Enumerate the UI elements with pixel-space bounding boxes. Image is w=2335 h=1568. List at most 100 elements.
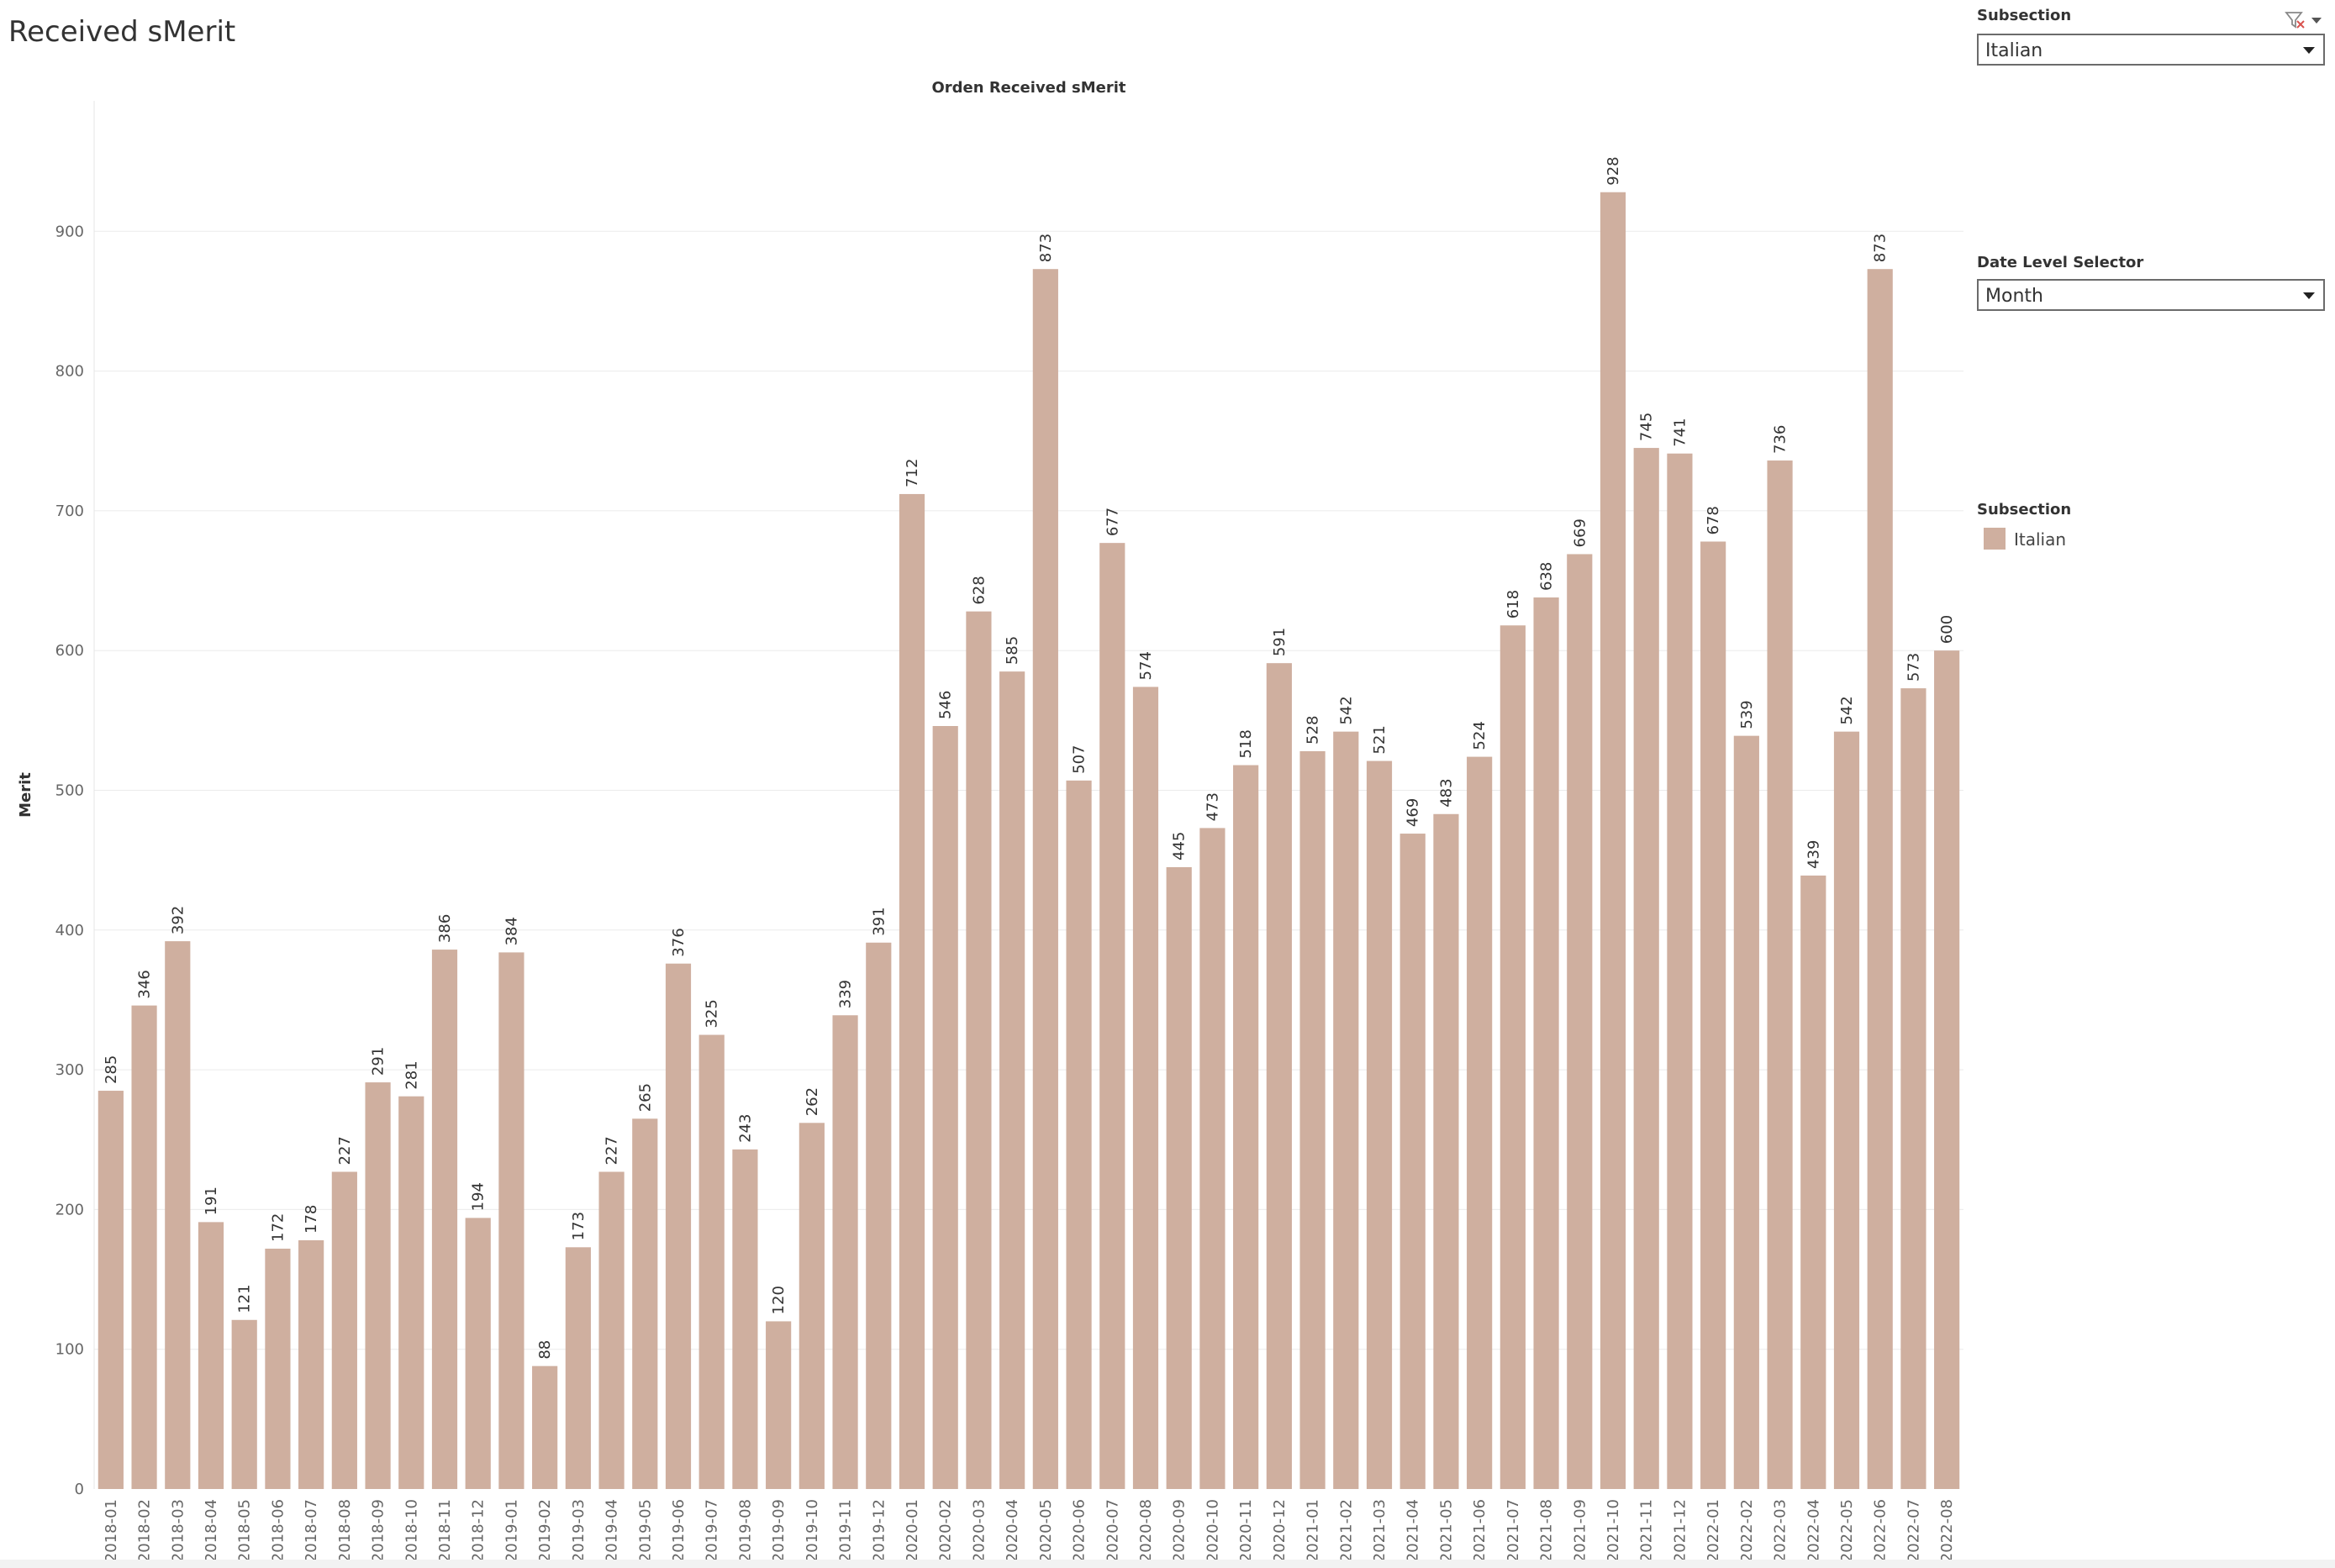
x-tick-label: 2021-02 <box>1337 1499 1355 1562</box>
color-legend: Subsection Italian <box>1977 501 2330 560</box>
date-level-dropdown[interactable]: Month <box>1977 279 2325 311</box>
bar-2020-12[interactable] <box>1266 663 1292 1489</box>
x-tick-label: 2019-07 <box>704 1499 721 1562</box>
data-label: 507 <box>1071 745 1088 773</box>
bar-2020-04[interactable] <box>999 671 1025 1489</box>
x-tick-label: 2020-04 <box>1004 1499 1021 1562</box>
bar-2018-09[interactable] <box>365 1082 391 1489</box>
bar-2021-04[interactable] <box>1399 834 1426 1489</box>
bar-2019-07[interactable] <box>698 1034 725 1489</box>
data-label: 227 <box>604 1136 621 1165</box>
bar-2022-01[interactable] <box>1700 541 1726 1489</box>
bar-2021-01[interactable] <box>1299 750 1326 1489</box>
bar-2022-04[interactable] <box>1800 875 1826 1489</box>
bar-2019-08[interactable] <box>732 1149 758 1489</box>
data-label: 469 <box>1405 798 1422 827</box>
bar-2018-11[interactable] <box>431 950 458 1489</box>
bar-2019-10[interactable] <box>799 1123 825 1489</box>
bar-2020-01[interactable] <box>899 493 925 1489</box>
dropdown-arrow-icon <box>2303 292 2315 299</box>
data-label: 745 <box>1638 413 1656 441</box>
bar-2019-04[interactable] <box>598 1171 625 1489</box>
data-labels: 285 346 392 191 121 172 178 227 291 281 386 194 384 8… <box>103 156 1956 1359</box>
bar-2022-07[interactable] <box>1900 688 1927 1489</box>
bar-2021-06[interactable] <box>1467 756 1493 1489</box>
bar-2020-08[interactable] <box>1132 687 1159 1489</box>
bar-2022-06[interactable] <box>1867 269 1893 1490</box>
x-tick-label: 2018-05 <box>236 1499 254 1562</box>
bar-2018-08[interactable] <box>331 1171 357 1489</box>
bar-2020-09[interactable] <box>1166 866 1192 1489</box>
data-label: 265 <box>636 1083 654 1112</box>
data-label: 741 <box>1671 418 1689 446</box>
bar-2019-06[interactable] <box>665 963 692 1489</box>
bar-2021-02[interactable] <box>1333 731 1359 1489</box>
bar-2021-11[interactable] <box>1633 448 1659 1490</box>
y-tick-label: 400 <box>55 922 84 939</box>
bar-2021-08[interactable] <box>1533 597 1559 1489</box>
bar-2018-02[interactable] <box>131 1005 157 1489</box>
bar-2020-02[interactable] <box>932 726 958 1489</box>
bar-2022-05[interactable] <box>1833 731 1860 1489</box>
bar-2021-07[interactable] <box>1500 625 1526 1489</box>
bar-2018-03[interactable] <box>165 941 191 1489</box>
bar-2018-07[interactable] <box>298 1239 324 1489</box>
bar-2021-10[interactable] <box>1600 192 1626 1490</box>
bar-2018-10[interactable] <box>398 1096 424 1489</box>
x-tick-label: 2021-01 <box>1305 1499 1322 1562</box>
bar-2019-11[interactable] <box>832 1015 858 1489</box>
subsection-dropdown[interactable]: Italian <box>1977 34 2325 66</box>
x-tick-label: 2018-03 <box>169 1499 187 1562</box>
bar-2022-03[interactable] <box>1767 460 1793 1489</box>
bar-2018-06[interactable] <box>265 1248 291 1489</box>
bar-2019-02[interactable] <box>532 1365 558 1489</box>
bar-2020-07[interactable] <box>1099 543 1125 1490</box>
bar-2021-03[interactable] <box>1366 760 1393 1489</box>
legend-item-label: Italian <box>2014 529 2067 550</box>
x-tick-label: 2019-01 <box>503 1499 520 1562</box>
bar-2021-12[interactable] <box>1667 453 1693 1489</box>
filter-clear-icon[interactable] <box>2285 12 2305 29</box>
filter-controls <box>2283 10 2325 30</box>
x-tick-label: 2018-01 <box>103 1499 120 1562</box>
bar-2019-12[interactable] <box>866 942 892 1489</box>
bar-2022-02[interactable] <box>1733 735 1759 1489</box>
x-tick-label: 2019-08 <box>736 1499 754 1562</box>
bar-2020-05[interactable] <box>1032 269 1058 1490</box>
data-label: 542 <box>1337 696 1355 724</box>
x-tick-label: 2018-11 <box>436 1499 454 1562</box>
bar-2020-03[interactable] <box>966 611 992 1489</box>
data-label: 262 <box>804 1087 821 1116</box>
bar-2020-10[interactable] <box>1199 828 1225 1489</box>
x-tick-label: 2020-11 <box>1237 1499 1255 1562</box>
data-label: 628 <box>970 576 988 604</box>
data-label: 325 <box>704 999 721 1028</box>
bar-2018-01[interactable] <box>98 1091 124 1489</box>
chart-title: Orden Received sMerit <box>931 79 1125 97</box>
x-tick-label: 2018-08 <box>336 1499 354 1562</box>
bar-2020-11[interactable] <box>1233 765 1259 1489</box>
bar-2018-05[interactable] <box>231 1319 257 1489</box>
bar-2019-03[interactable] <box>565 1247 591 1489</box>
bar-2022-08[interactable] <box>1934 650 1960 1489</box>
bar-2018-04[interactable] <box>198 1222 224 1489</box>
bar-2019-09[interactable] <box>766 1321 792 1489</box>
bar-2021-05[interactable] <box>1433 813 1459 1489</box>
data-label: 173 <box>570 1212 588 1240</box>
x-tick-label: 2018-02 <box>136 1499 154 1562</box>
data-label: 386 <box>436 914 454 943</box>
data-label: 483 <box>1437 778 1455 807</box>
dropdown-arrow-icon <box>2303 47 2315 54</box>
bar-2020-06[interactable] <box>1066 780 1092 1489</box>
x-tick-label: 2018-09 <box>370 1499 387 1562</box>
y-axis: 0 100 200 300 400 500 600 700 800 900 <box>55 223 84 1498</box>
bar-2021-09[interactable] <box>1567 554 1593 1489</box>
chevron-down-icon[interactable] <box>2311 18 2322 24</box>
data-label: 346 <box>136 970 154 998</box>
bar-2018-12[interactable] <box>465 1218 491 1489</box>
date-level-dropdown-value: Month <box>1985 286 2043 307</box>
bar-2019-01[interactable] <box>498 952 524 1489</box>
data-label: 376 <box>670 928 688 956</box>
data-label: 227 <box>336 1136 354 1165</box>
bar-2019-05[interactable] <box>632 1118 658 1489</box>
